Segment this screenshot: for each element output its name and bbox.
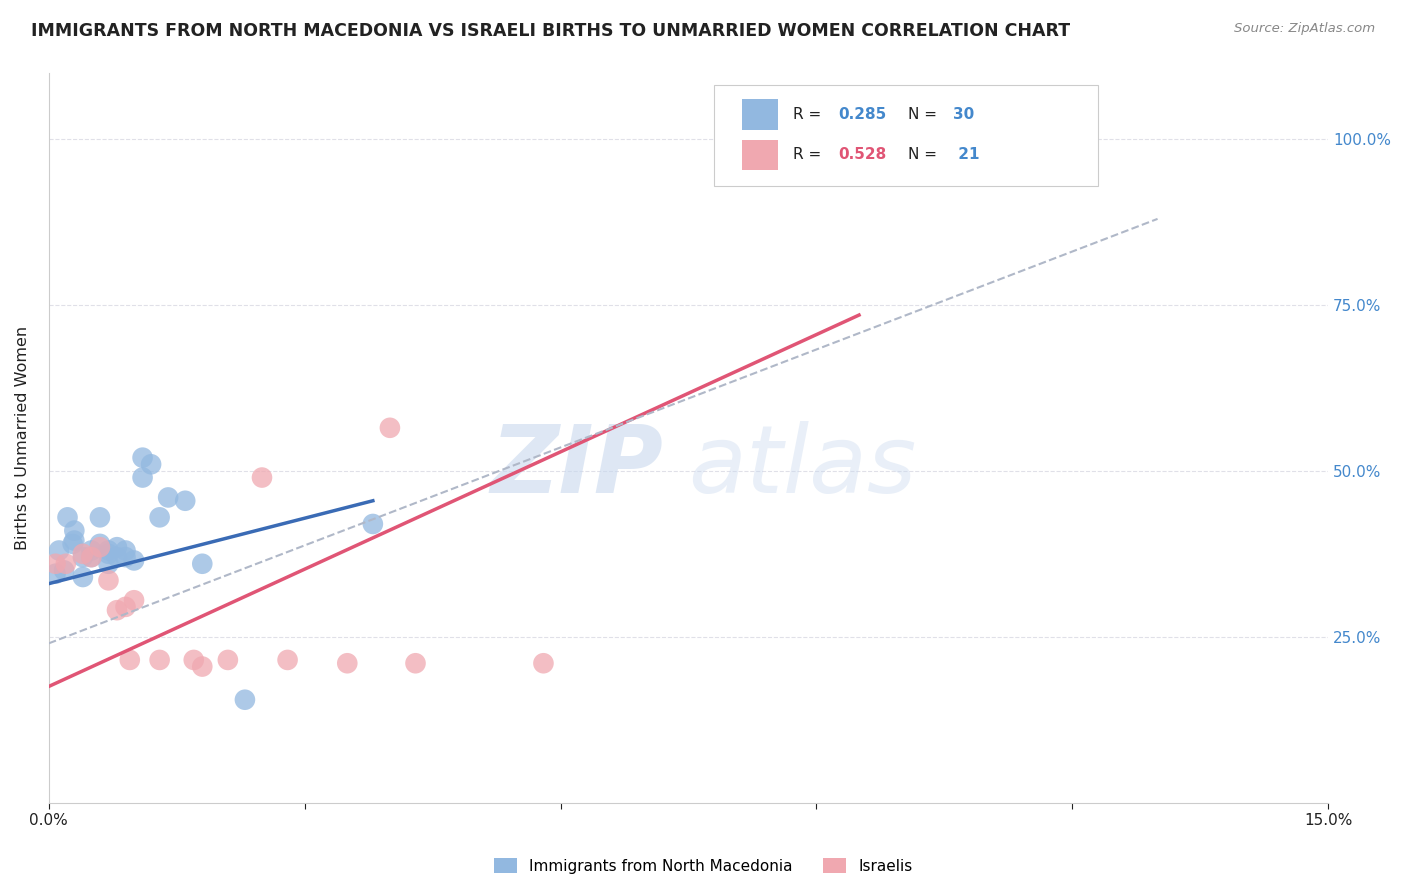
Point — [149, 653, 172, 667]
Point — [63, 533, 86, 548]
Point — [80, 550, 103, 565]
Point — [72, 570, 94, 584]
Point — [105, 550, 128, 565]
Point — [114, 543, 136, 558]
Point — [122, 553, 145, 567]
Point — [97, 547, 120, 561]
Point — [45, 557, 67, 571]
Point — [361, 516, 384, 531]
Point — [848, 149, 870, 163]
FancyBboxPatch shape — [742, 99, 778, 129]
Point — [97, 557, 120, 571]
FancyBboxPatch shape — [742, 139, 778, 170]
Point — [72, 547, 94, 561]
Point — [114, 599, 136, 614]
Text: 0.528: 0.528 — [838, 147, 886, 162]
Point — [55, 557, 77, 571]
Point — [157, 491, 180, 505]
Point — [89, 540, 111, 554]
Y-axis label: Births to Unmarried Women: Births to Unmarried Women — [15, 326, 30, 549]
Text: Source: ZipAtlas.com: Source: ZipAtlas.com — [1234, 22, 1375, 36]
Point — [533, 657, 555, 671]
Point — [48, 543, 70, 558]
Text: IMMIGRANTS FROM NORTH MACEDONIA VS ISRAELI BIRTHS TO UNMARRIED WOMEN CORRELATION: IMMIGRANTS FROM NORTH MACEDONIA VS ISRAE… — [31, 22, 1070, 40]
Point — [378, 421, 401, 435]
Point — [105, 603, 128, 617]
Point — [53, 563, 76, 577]
Text: R =: R = — [793, 147, 827, 162]
Text: 21: 21 — [953, 147, 980, 162]
Text: R =: R = — [793, 107, 827, 122]
Point — [89, 510, 111, 524]
Point — [131, 450, 153, 465]
Point — [118, 653, 141, 667]
Point — [149, 510, 172, 524]
Point — [56, 510, 79, 524]
Point — [250, 470, 273, 484]
Text: N =: N = — [908, 107, 942, 122]
Point — [62, 537, 84, 551]
Text: N =: N = — [908, 147, 942, 162]
FancyBboxPatch shape — [714, 86, 1098, 186]
Point — [277, 653, 299, 667]
Point — [80, 550, 103, 565]
Point — [131, 470, 153, 484]
Point — [72, 550, 94, 565]
Point — [191, 659, 214, 673]
Text: ZIP: ZIP — [489, 421, 662, 513]
Point — [217, 653, 239, 667]
Point — [89, 537, 111, 551]
Point — [122, 593, 145, 607]
Point — [405, 657, 427, 671]
Point — [174, 493, 197, 508]
Point — [183, 653, 205, 667]
Point — [114, 550, 136, 565]
Legend: Immigrants from North Macedonia, Israelis: Immigrants from North Macedonia, Israeli… — [488, 852, 918, 880]
Point — [105, 540, 128, 554]
Text: 0.285: 0.285 — [838, 107, 886, 122]
Point — [97, 543, 120, 558]
Point — [139, 457, 162, 471]
Point — [97, 574, 120, 588]
Point — [80, 543, 103, 558]
Point — [336, 657, 359, 671]
Point — [191, 557, 214, 571]
Point — [63, 524, 86, 538]
Text: 30: 30 — [953, 107, 974, 122]
Point — [45, 566, 67, 581]
Point — [233, 692, 256, 706]
Text: atlas: atlas — [689, 421, 917, 512]
